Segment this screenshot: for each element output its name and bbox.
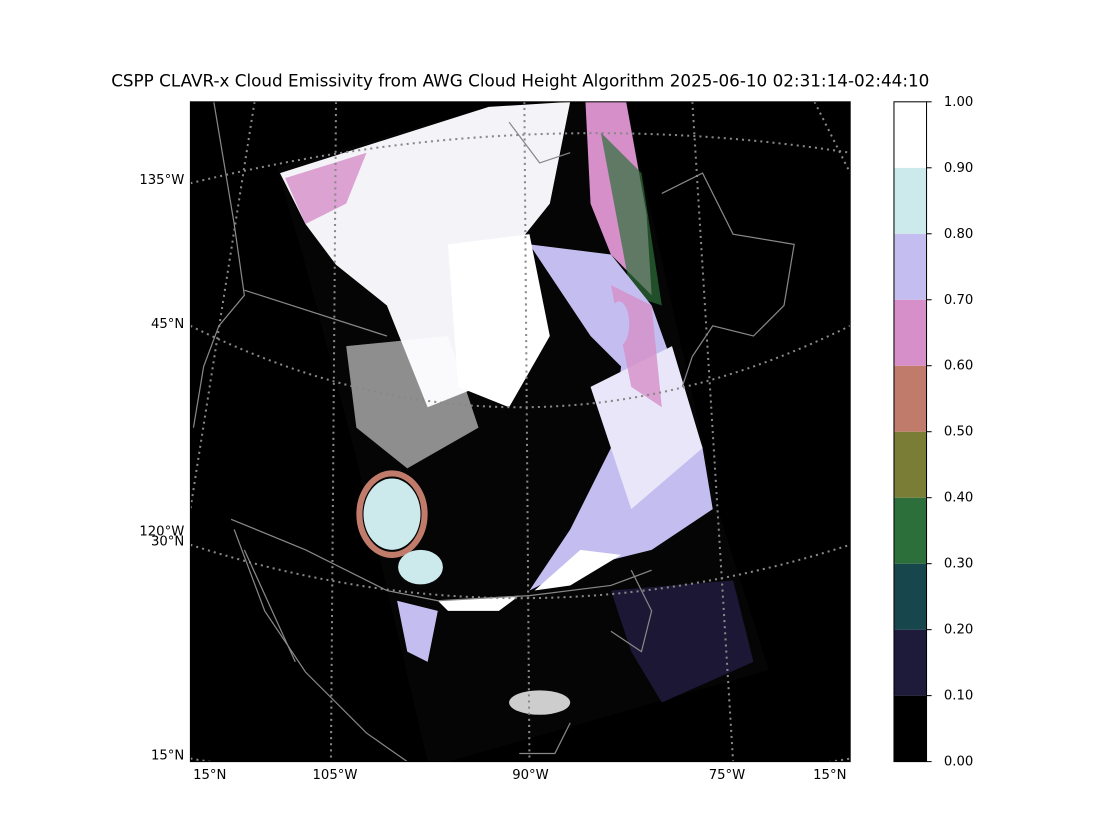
colorbar-tick-label: 0.10 [944, 689, 973, 704]
colorbar-tick-label: 0.80 [944, 227, 973, 242]
lat-lon-label: 75°W [709, 768, 746, 783]
coastlines [192, 101, 795, 762]
colorbar-tick-label: 0.60 [944, 359, 973, 374]
lat-lon-label: 120°W [139, 524, 184, 539]
colorbar-segment [893, 629, 927, 696]
colorbar-tick-label: 0.30 [944, 557, 973, 572]
lat-lon-label: 90°W [512, 768, 549, 783]
colorbar-segment [893, 167, 927, 234]
lat-lon-label: 15°N [813, 768, 846, 783]
lat-lon-label: 15°N [151, 748, 184, 763]
colorbar-tick-label: 0.90 [944, 161, 973, 176]
colorbar-tick-label: 0.00 [944, 755, 973, 770]
colorbar-segment [893, 299, 927, 366]
lat-lon-label: 15°N [193, 768, 226, 783]
colorbar-tick-label: 1.00 [944, 95, 973, 110]
lat-lon-label: 105°W [313, 768, 358, 783]
colorbar-segment [893, 563, 927, 630]
colorbar-tick-label: 0.50 [944, 425, 973, 440]
map [190, 101, 851, 762]
colorbar-segment [893, 233, 927, 300]
colorbar-segment [893, 497, 927, 564]
colorbar-segment [893, 101, 927, 168]
lat-lon-label: 30°N [151, 535, 184, 550]
colorbar-tick-label: 0.40 [944, 491, 973, 506]
colorbar-segment [893, 365, 927, 432]
lat-lon-label: 45°N [151, 317, 184, 332]
clouds [280, 101, 754, 715]
map-frame [189, 101, 851, 763]
colorbar-segment [893, 431, 927, 498]
graticule [190, 101, 851, 762]
colorbar-segment [893, 695, 927, 762]
colorbar-tick-label: 0.70 [944, 293, 973, 308]
title: CSPP CLAVR-x Cloud Emissivity from AWG C… [111, 70, 929, 90]
colorbar-tick-label: 0.20 [944, 623, 973, 638]
lat-lon-label: 135°W [139, 173, 184, 188]
